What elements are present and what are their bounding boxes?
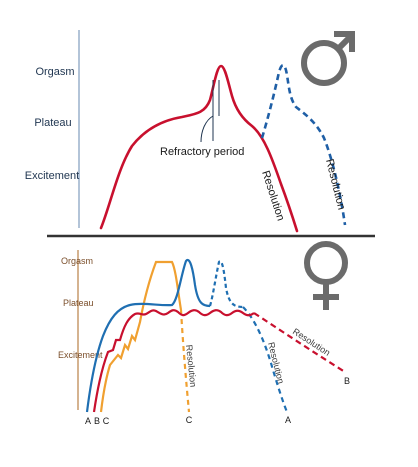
female-curve-b bbox=[92, 309, 255, 413]
female-panel: Orgasm Plateau Excitement Resolution Res… bbox=[58, 241, 350, 426]
female-curve-a bbox=[85, 258, 211, 413]
female-curve-c bbox=[99, 260, 183, 413]
female-label-excitement: Excitement bbox=[58, 350, 103, 360]
female-label-orgasm: Orgasm bbox=[61, 256, 93, 266]
curve-end-label-a: A bbox=[285, 415, 291, 425]
male-panel: Orgasm Plateau Excitement Refractory per… bbox=[25, 30, 355, 233]
male-resolution-label-2: Resolution bbox=[323, 158, 347, 211]
female-symbol-icon bbox=[304, 241, 348, 310]
male-label-excitement: Excitement bbox=[25, 170, 79, 182]
female-curve-b-resolution bbox=[253, 312, 346, 373]
male-label-orgasm: Orgasm bbox=[35, 66, 74, 78]
curve-end-label-b: B bbox=[344, 376, 350, 386]
refractory-callout-curve bbox=[200, 115, 214, 143]
male-resolution-label-1: Resolution bbox=[259, 169, 286, 222]
female-curve-c-resolution bbox=[179, 309, 191, 413]
male-symbol-icon bbox=[301, 31, 355, 86]
female-resolution-label-c: Resolution bbox=[184, 344, 198, 387]
female-label-plateau: Plateau bbox=[63, 298, 94, 308]
male-response-curve bbox=[99, 64, 299, 233]
curve-start-label-b: B bbox=[94, 416, 100, 426]
curve-end-label-c: C bbox=[186, 415, 193, 425]
male-label-plateau: Plateau bbox=[34, 117, 71, 129]
female-resolution-label-a: Resolution bbox=[266, 341, 286, 385]
curve-start-label-a: A bbox=[85, 416, 91, 426]
curve-start-label-c: C bbox=[103, 416, 110, 426]
refractory-period-label: Refractory period bbox=[160, 146, 244, 158]
female-curve-a-second-peak bbox=[208, 260, 244, 309]
